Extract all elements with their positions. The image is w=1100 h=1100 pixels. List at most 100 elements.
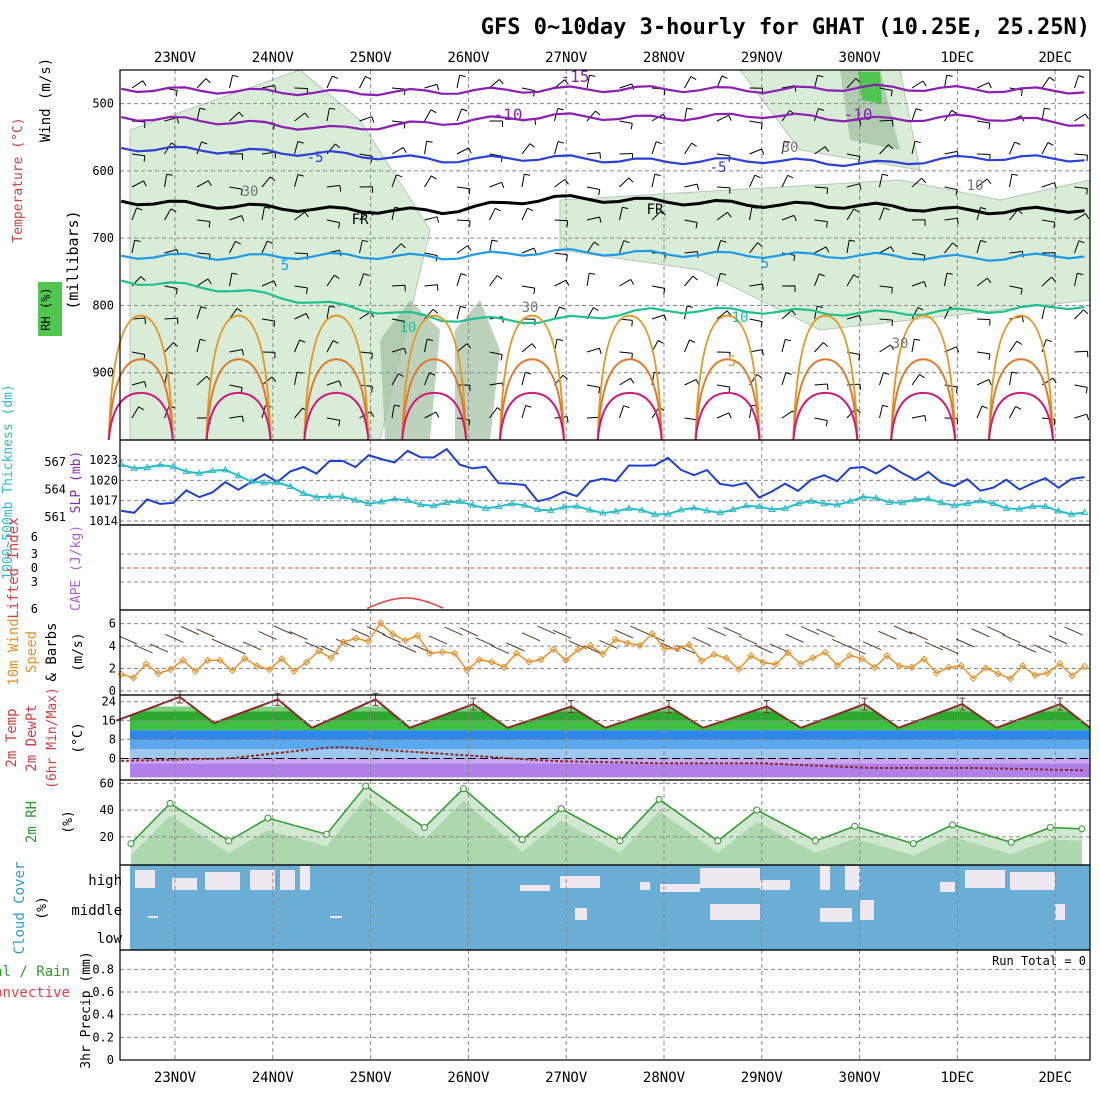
thickness-marker [976, 496, 985, 504]
wind-tick-label: 6 [109, 617, 116, 631]
wind-barb [911, 281, 927, 288]
wind-barb [242, 641, 262, 651]
wind-speed-marker [796, 660, 805, 668]
wind-unit-label: (m/s) [71, 632, 86, 671]
wind-barb [684, 76, 697, 89]
thickness-tick-label: 564 [44, 483, 66, 497]
thickness-marker [638, 506, 646, 513]
precip-total-label: Total / Rain [0, 964, 70, 980]
wind-barb [227, 645, 246, 655]
wind-speed-marker [784, 648, 792, 657]
wind-speed-marker [1068, 672, 1076, 680]
wind-barb [196, 628, 215, 638]
wind-barb [456, 108, 468, 122]
wind-axis-label: Wind (m/s) [38, 58, 54, 142]
thickness-marker [1041, 502, 1050, 509]
wind-speed-marker [253, 662, 261, 670]
wind-barb [1009, 173, 1018, 188]
wind-barb [879, 285, 893, 294]
wind-speed-marker [846, 651, 854, 660]
thickness-marker [299, 489, 308, 496]
temp-band [130, 749, 1090, 759]
cloud-row-label: middle [71, 903, 122, 919]
minmax-errorbar [763, 699, 770, 713]
wind-barb [586, 241, 600, 254]
wind-barb [879, 119, 894, 127]
wind-speed-marker [265, 665, 274, 674]
wind-barb [586, 186, 601, 196]
wind-barb [814, 246, 830, 254]
date-label-top: 26NOV [447, 50, 490, 66]
rh-marker [557, 805, 565, 813]
rh-marker [753, 806, 761, 814]
wind-speed-marker [858, 655, 866, 663]
thickness-marker [377, 497, 386, 505]
minmax-errorbar [470, 697, 477, 711]
cloud-clear-cell [330, 916, 342, 918]
wind-barb [911, 140, 921, 155]
wind10m-axis-label: 10m Wind [6, 618, 22, 685]
wind-barb [554, 306, 566, 320]
wind-barb [716, 272, 727, 287]
contour-label: 30 [242, 184, 259, 200]
thickness-axis-label: 1000~500mb Thickness (dm) [1, 384, 16, 580]
thickness-tick-label: 561 [44, 510, 66, 524]
chart-title: GFS 0~10day 3-hourly for GHAT (10.25E, 2… [481, 15, 1090, 40]
contour-label: 10 [732, 310, 749, 326]
wind-barb [229, 153, 244, 160]
contour-label: 5 [281, 258, 289, 274]
wind-barb [164, 208, 177, 221]
warm-contour [107, 358, 1054, 441]
wind-barb [131, 239, 141, 254]
wind-barb [781, 338, 792, 353]
series-line [121, 447, 1085, 514]
wind-tick-label: 4 [109, 639, 116, 653]
wind-barb [521, 207, 534, 221]
wind-barb [456, 219, 471, 227]
wind-barb [424, 411, 440, 419]
wind-barb [359, 75, 372, 89]
thickness-marker [690, 503, 698, 511]
temp-tick-label: 0 [109, 752, 116, 766]
cloud-clear-cell [760, 880, 790, 890]
wind-speed-marker [463, 666, 471, 674]
wind-barb [785, 633, 804, 643]
wind-barb [814, 342, 829, 353]
isotherm-line [120, 194, 1085, 216]
wind-barb [261, 280, 277, 287]
wind-barb [351, 628, 370, 638]
wind-barb [289, 631, 308, 640]
wind-barb [1074, 350, 1089, 358]
wind-barb [781, 372, 792, 386]
cloud-axis-label: Cloud Cover [12, 862, 28, 955]
speed-axis-label: Speed [24, 631, 40, 673]
wind-barb [879, 344, 895, 353]
wind-barb [619, 377, 635, 386]
wind-barb [924, 641, 944, 651]
wind-tick-label: 2 [109, 662, 116, 676]
wind-barb [909, 631, 928, 641]
wind-barb [692, 636, 711, 646]
li-tick-label: 3 [31, 575, 38, 589]
rh-marker [362, 782, 370, 790]
thickness-marker [1054, 506, 1063, 514]
rh-tick-label: 40 [100, 803, 114, 817]
cloud-row-label: low [97, 931, 123, 947]
minmax-errorbar [176, 690, 183, 704]
thickness-marker [937, 498, 946, 506]
precip-tick-label: 0.8 [92, 962, 114, 976]
wind-barb [619, 177, 634, 188]
wind-barb [554, 252, 568, 261]
date-label-bottom: 24NOV [252, 1070, 295, 1086]
wind-barb [976, 82, 992, 89]
wind-barb [1074, 240, 1085, 254]
contour-label: 30 [892, 336, 909, 352]
date-label-bottom: 2DEC [1038, 1070, 1072, 1086]
thickness-marker [468, 501, 477, 508]
li-tick-label: 6 [31, 602, 38, 616]
wind-barb [911, 80, 927, 89]
wind-speed-line [120, 621, 1085, 680]
wind-speed-marker [599, 650, 607, 658]
bottom-date-axis: 23NOV 24NOV 25NOV 26NOV 27NOV 28NOV 29NOV 30NOV… [154, 1070, 1072, 1086]
wind-barb [684, 219, 698, 229]
